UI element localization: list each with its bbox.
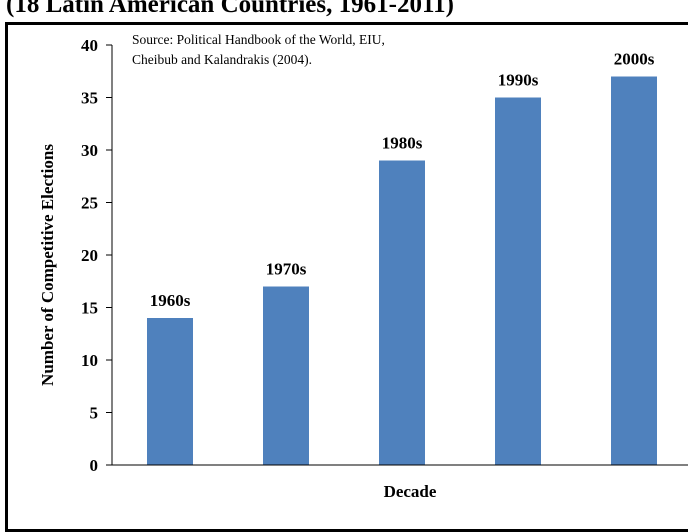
y-tick-label: 40: [81, 36, 98, 55]
data-label-1960s: 1960s: [150, 291, 191, 310]
y-tick-label: 0: [90, 456, 99, 475]
y-tick-label: 15: [81, 299, 98, 318]
x-axis-title: Decade: [384, 482, 437, 501]
bar-2000s: [611, 76, 657, 465]
y-tick-label: 20: [81, 246, 98, 265]
data-label-1970s: 1970s: [266, 260, 307, 279]
y-tick-label: 35: [81, 89, 98, 108]
data-labels: 1960s 1970s 1980s 1990s 2000s: [150, 50, 655, 311]
bar-chart: 0 5 10 15 20 25 30 35 40 1960s 1970s 1980s 1990s 200…: [38, 32, 688, 501]
bar-1980s: [379, 160, 425, 465]
y-axis-ticks: 0 5 10 15 20 25 30 35 40: [81, 36, 112, 475]
source-note-line-2: Cheibub and Kalandrakis (2004).: [132, 52, 312, 67]
data-label-1980s: 1980s: [382, 134, 423, 153]
chart-title: (18 Latin American Countries, 1961-2011): [6, 0, 454, 18]
source-note-line-1: Source: Political Handbook of the World,…: [132, 32, 385, 47]
y-tick-label: 10: [81, 351, 98, 370]
data-label-2000s: 2000s: [614, 50, 655, 69]
y-tick-label: 5: [90, 404, 99, 423]
chart-frame: 0 5 10 15 20 25 30 35 40 1960s 1970s 1980s 1990s 200…: [5, 22, 688, 532]
bar-1990s: [495, 97, 541, 465]
bars: [147, 76, 657, 465]
y-axis-title: Number of Competitive Elections: [38, 144, 57, 386]
data-label-1990s: 1990s: [498, 71, 539, 90]
y-tick-label: 30: [81, 141, 98, 160]
y-tick-label: 25: [81, 194, 98, 213]
bar-1960s: [147, 318, 193, 465]
bar-1970s: [263, 286, 309, 465]
